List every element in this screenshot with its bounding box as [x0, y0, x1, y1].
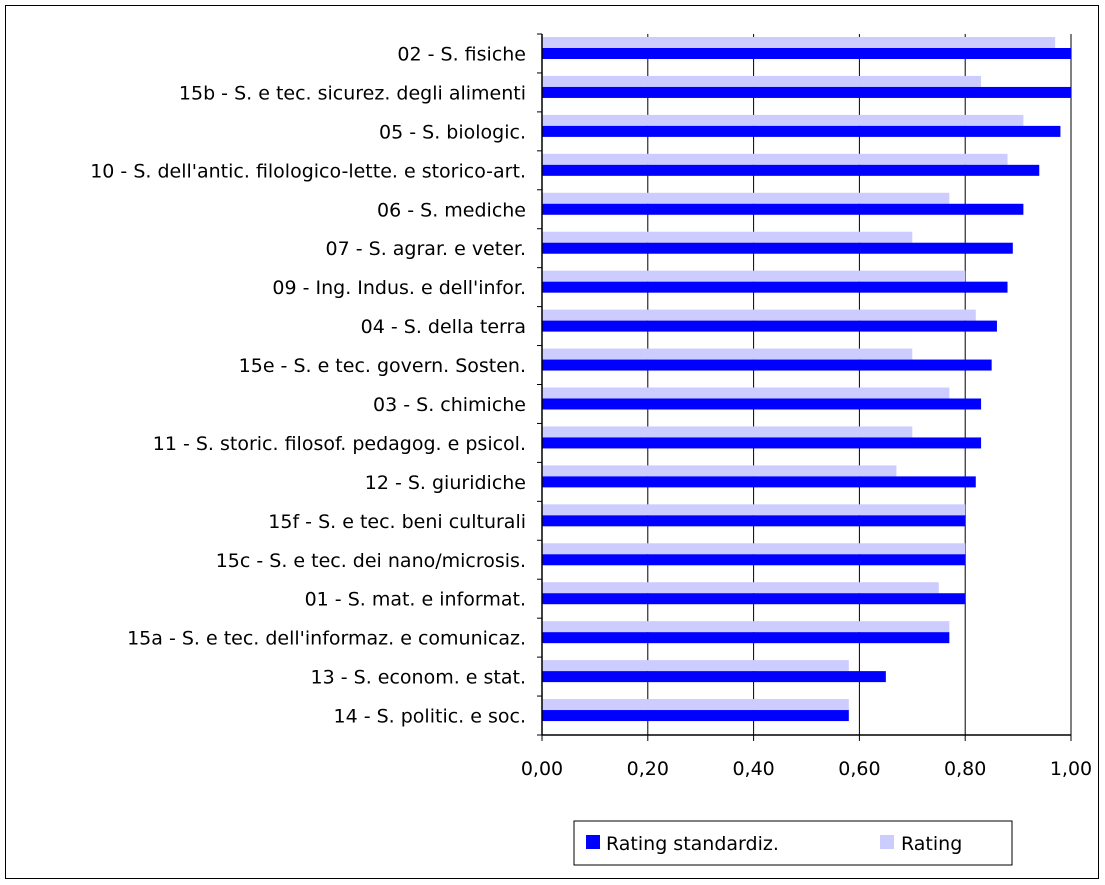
- bar-rating-standardiz: [542, 515, 966, 527]
- legend-box: [573, 820, 1013, 866]
- bar-rating-standardiz: [542, 671, 886, 683]
- bar-rating: [542, 153, 1008, 165]
- category-label: 07 - S. agrar. e veter.: [326, 238, 526, 260]
- category-label: 15f - S. e tec. beni culturali: [268, 511, 526, 533]
- bar-rating: [542, 231, 913, 243]
- bar-rating-standardiz: [542, 632, 950, 644]
- category-label: 13 - S. econom. e stat.: [311, 667, 526, 689]
- bar-rating-standardiz: [542, 320, 997, 332]
- bar-rating: [542, 114, 1024, 126]
- bar-rating-standardiz: [542, 48, 1071, 59]
- category-label: 11 - S. storic. filosof. pedagog. e psic…: [153, 433, 526, 455]
- bar-rating-standardiz: [542, 164, 1040, 176]
- x-tick-label: 0,20: [627, 758, 669, 780]
- bar-rating: [542, 37, 1056, 48]
- category-label: 15a - S. e tec. dell'informaz. e comunic…: [127, 628, 526, 650]
- bar-rating: [542, 75, 982, 87]
- bar-rating: [542, 543, 966, 555]
- legend-swatch-rating: [880, 835, 894, 849]
- x-tick-label: 1,00: [1050, 758, 1092, 780]
- bar-rating-standardiz: [542, 359, 992, 371]
- category-label: 15b - S. e tec. sicurez. degli alimenti: [179, 82, 526, 104]
- x-tick-label: 0,60: [838, 758, 880, 780]
- bar-rating: [542, 270, 966, 282]
- legend-label-rating: Rating: [901, 833, 962, 855]
- category-label: 14 - S. politic. e soc.: [334, 706, 527, 728]
- bar-rating: [542, 426, 913, 438]
- category-label: 01 - S. mat. e informat.: [305, 589, 526, 611]
- bar-rating-standardiz: [542, 476, 976, 488]
- bar-rating: [542, 192, 950, 204]
- bar-rating: [542, 699, 849, 711]
- category-label: 05 - S. biologic.: [379, 121, 526, 143]
- x-tick-label: 0,80: [944, 758, 986, 780]
- x-tick-label: 0,40: [732, 758, 774, 780]
- category-label: 15e - S. e tec. govern. Sosten.: [239, 355, 526, 377]
- category-label: 10 - S. dell'antic. filologico-lette. e …: [90, 160, 526, 182]
- category-label: 09 - Ing. Indus. e dell'infor.: [272, 277, 526, 299]
- bar-rating-standardiz: [542, 86, 1071, 98]
- category-label: 15c - S. e tec. dei nano/microsis.: [216, 550, 526, 572]
- legend-label-rating-standardiz: Rating standardiz.: [606, 833, 779, 855]
- bar-chart: 02 - S. fisiche 15b - S. e tec. sicurez. …: [90, 33, 1092, 866]
- bar-rating: [542, 504, 966, 516]
- bar-rating-standardiz: [542, 554, 966, 566]
- bar-rating-standardiz: [542, 593, 966, 605]
- bar-rating-standardiz: [542, 437, 982, 449]
- bar-rating: [542, 660, 849, 672]
- category-label: 04 - S. della terra: [361, 316, 526, 338]
- bar-rating-standardiz: [542, 203, 1024, 215]
- bar-rating: [542, 387, 950, 399]
- bar-rating: [542, 309, 976, 321]
- bar-rating: [542, 582, 939, 594]
- bar-rating-standardiz: [542, 281, 1008, 293]
- category-label: 12 - S. giuridiche: [365, 472, 526, 494]
- chart-frame: 02 - S. fisiche 15b - S. e tec. sicurez. …: [5, 5, 1099, 879]
- category-label: 03 - S. chimiche: [373, 394, 526, 416]
- category-label: 06 - S. mediche: [377, 199, 526, 221]
- legend-swatch-rating-standardiz: [586, 835, 600, 849]
- bar-rating: [542, 465, 897, 477]
- bar-rating-standardiz: [542, 242, 1013, 254]
- bar-rating-standardiz: [542, 710, 849, 722]
- bar-rating: [542, 621, 950, 633]
- bar-rating-standardiz: [542, 398, 982, 410]
- x-tick-label: 0,00: [521, 758, 563, 780]
- bar-rating-standardiz: [542, 125, 1061, 137]
- category-label: 02 - S. fisiche: [397, 43, 526, 65]
- bar-rating: [542, 348, 913, 360]
